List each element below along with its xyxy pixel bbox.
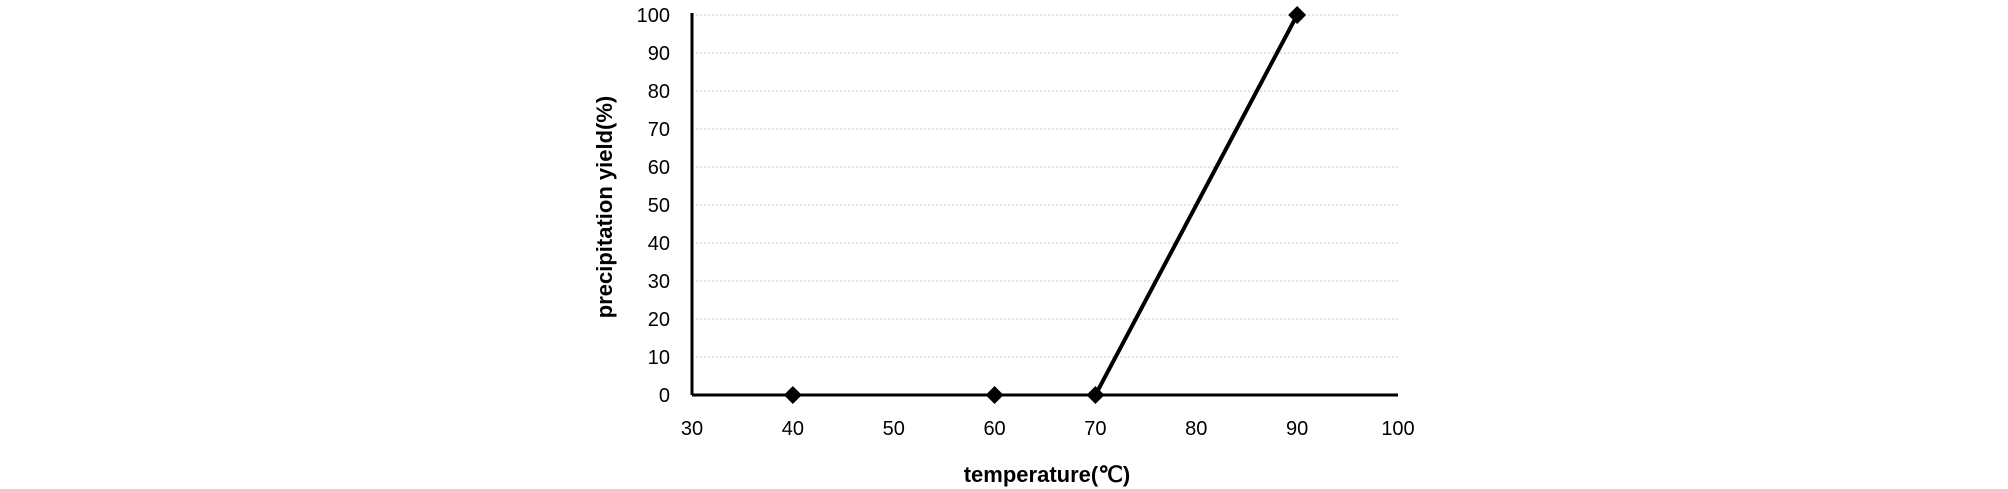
data-markers <box>783 6 1307 404</box>
data-point-marker <box>1288 6 1307 24</box>
data-point-marker <box>985 386 1004 404</box>
x-tick-label: 100 <box>1381 418 1414 440</box>
y-tick-label: 0 <box>659 385 670 407</box>
gridlines <box>692 14 1398 358</box>
x-tick-label: 60 <box>983 418 1005 440</box>
y-tick-label: 40 <box>648 233 670 255</box>
y-tick-label: 50 <box>648 195 670 217</box>
data-series <box>1093 14 1299 396</box>
data-point-marker <box>783 386 802 404</box>
x-tick-label: 50 <box>883 418 905 440</box>
y-tick-label: 30 <box>648 271 670 293</box>
y-tick-label: 100 <box>637 5 670 27</box>
x-tick-label: 40 <box>782 418 804 440</box>
data-point-marker <box>1086 386 1105 404</box>
axes <box>690 13 1398 397</box>
x-tick-label: 30 <box>681 418 703 440</box>
y-tick-label: 60 <box>648 157 670 179</box>
x-tick-label: 70 <box>1084 418 1106 440</box>
y-tick-labels: 0 10 20 30 40 50 60 70 80 90 100 <box>637 5 670 407</box>
y-tick-label: 10 <box>648 347 670 369</box>
y-tick-label: 20 <box>648 309 670 331</box>
y-axis-title: precipitation yield(%) <box>592 96 617 318</box>
y-tick-label: 80 <box>648 81 670 103</box>
x-tick-label: 90 <box>1286 418 1308 440</box>
y-tick-label: 90 <box>648 43 670 65</box>
x-axis-title: temperature(℃) <box>964 462 1131 487</box>
series-line-segment <box>1093 14 1299 396</box>
x-tick-label: 80 <box>1185 418 1207 440</box>
x-tick-labels: 30 40 50 60 70 80 90 100 <box>681 418 1415 440</box>
y-tick-label: 70 <box>648 119 670 141</box>
